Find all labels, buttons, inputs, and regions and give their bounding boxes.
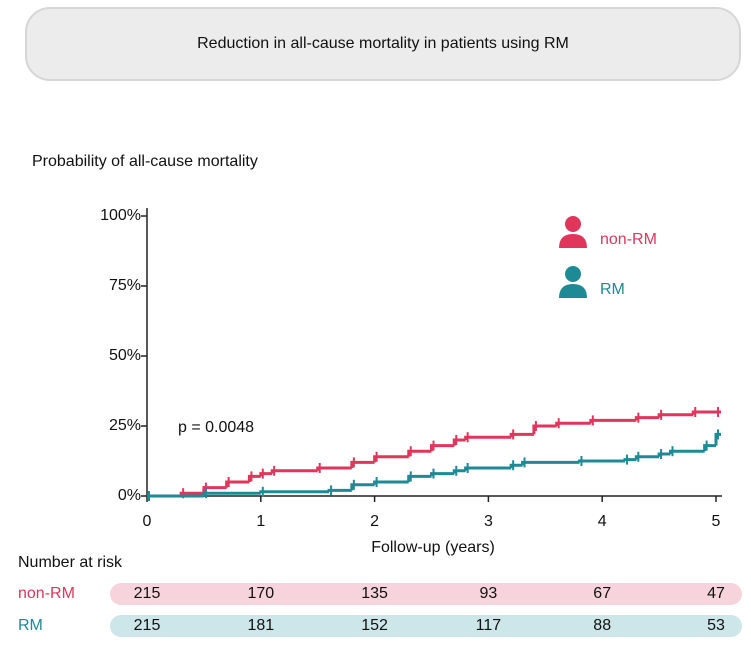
risk-band — [110, 583, 742, 605]
y-tick-label: 100% — [100, 207, 141, 224]
x-tick-label: 2 — [370, 513, 379, 530]
km-step — [247, 474, 261, 482]
km-step — [589, 418, 637, 424]
risk-value: 47 — [707, 585, 725, 602]
legend-icon — [565, 266, 581, 282]
legend-icon — [559, 234, 587, 248]
x-tick-label: 3 — [484, 513, 493, 530]
km-step — [407, 449, 432, 457]
km-step — [452, 438, 466, 446]
km-step — [657, 413, 694, 418]
km-step — [691, 410, 716, 415]
risk-value: 117 — [476, 617, 502, 634]
risk-row-label: non-RM — [18, 585, 75, 602]
km-step — [373, 480, 409, 485]
risk-value: 181 — [247, 617, 274, 634]
risk-value: 215 — [134, 585, 161, 602]
km-step — [657, 452, 671, 457]
y-tick-label: 25% — [109, 417, 141, 434]
km-step — [259, 490, 330, 494]
km-step — [407, 474, 432, 482]
chart-title: Reduction in all-cause mortality in pati… — [197, 35, 569, 52]
km-step — [373, 455, 409, 463]
risk-row-label: RM — [18, 617, 43, 634]
km-step — [452, 469, 466, 474]
risk-value: 170 — [247, 585, 274, 602]
km-step — [430, 444, 455, 452]
km-step — [327, 488, 352, 492]
km-step — [668, 449, 705, 454]
y-tick-label: 50% — [109, 347, 141, 364]
x-tick-label: 5 — [712, 513, 721, 530]
km-step — [259, 472, 273, 477]
km-step — [532, 424, 557, 435]
x-axis-title: Follow-up (years) — [371, 539, 495, 556]
risk-band — [110, 615, 742, 637]
km-step — [202, 486, 227, 494]
km-step — [350, 460, 375, 468]
risk-value: 53 — [707, 617, 725, 634]
km-step — [555, 421, 591, 426]
p-value: p = 0.0048 — [178, 419, 254, 436]
legend-icon — [559, 284, 587, 298]
km-step — [703, 444, 716, 452]
km-step — [714, 432, 721, 446]
y-tick-label: 75% — [109, 277, 141, 294]
x-tick-label: 1 — [256, 513, 265, 530]
km-step — [464, 466, 512, 471]
km-step — [270, 469, 318, 474]
km-step — [521, 460, 580, 466]
legend-label: non-RM — [600, 231, 657, 248]
title-box — [25, 7, 741, 81]
x-tick-label: 4 — [598, 513, 607, 530]
legend-label: RM — [600, 281, 625, 298]
km-step — [202, 491, 261, 496]
x-tick-label: 0 — [143, 513, 152, 530]
risk-value: 152 — [361, 617, 388, 634]
risk-value: 135 — [361, 585, 388, 602]
km-step — [464, 435, 512, 440]
km-step — [509, 432, 534, 438]
km-step — [577, 459, 625, 463]
km-step — [316, 466, 352, 471]
km-step — [430, 472, 455, 477]
risk-value: 67 — [593, 585, 611, 602]
km-step — [634, 416, 660, 421]
km-step — [225, 480, 250, 488]
y-tick-label: 0% — [118, 487, 141, 504]
km-step — [350, 483, 375, 491]
km-step — [634, 455, 660, 460]
risk-value: 215 — [134, 617, 161, 634]
risk-value: 93 — [480, 585, 498, 602]
y-axis-title: Probability of all-cause mortality — [32, 153, 258, 170]
km-step — [509, 463, 523, 468]
risk-table-title: Number at risk — [18, 554, 123, 571]
legend-icon — [565, 216, 581, 232]
km-step — [623, 458, 637, 462]
risk-value: 88 — [593, 617, 611, 634]
